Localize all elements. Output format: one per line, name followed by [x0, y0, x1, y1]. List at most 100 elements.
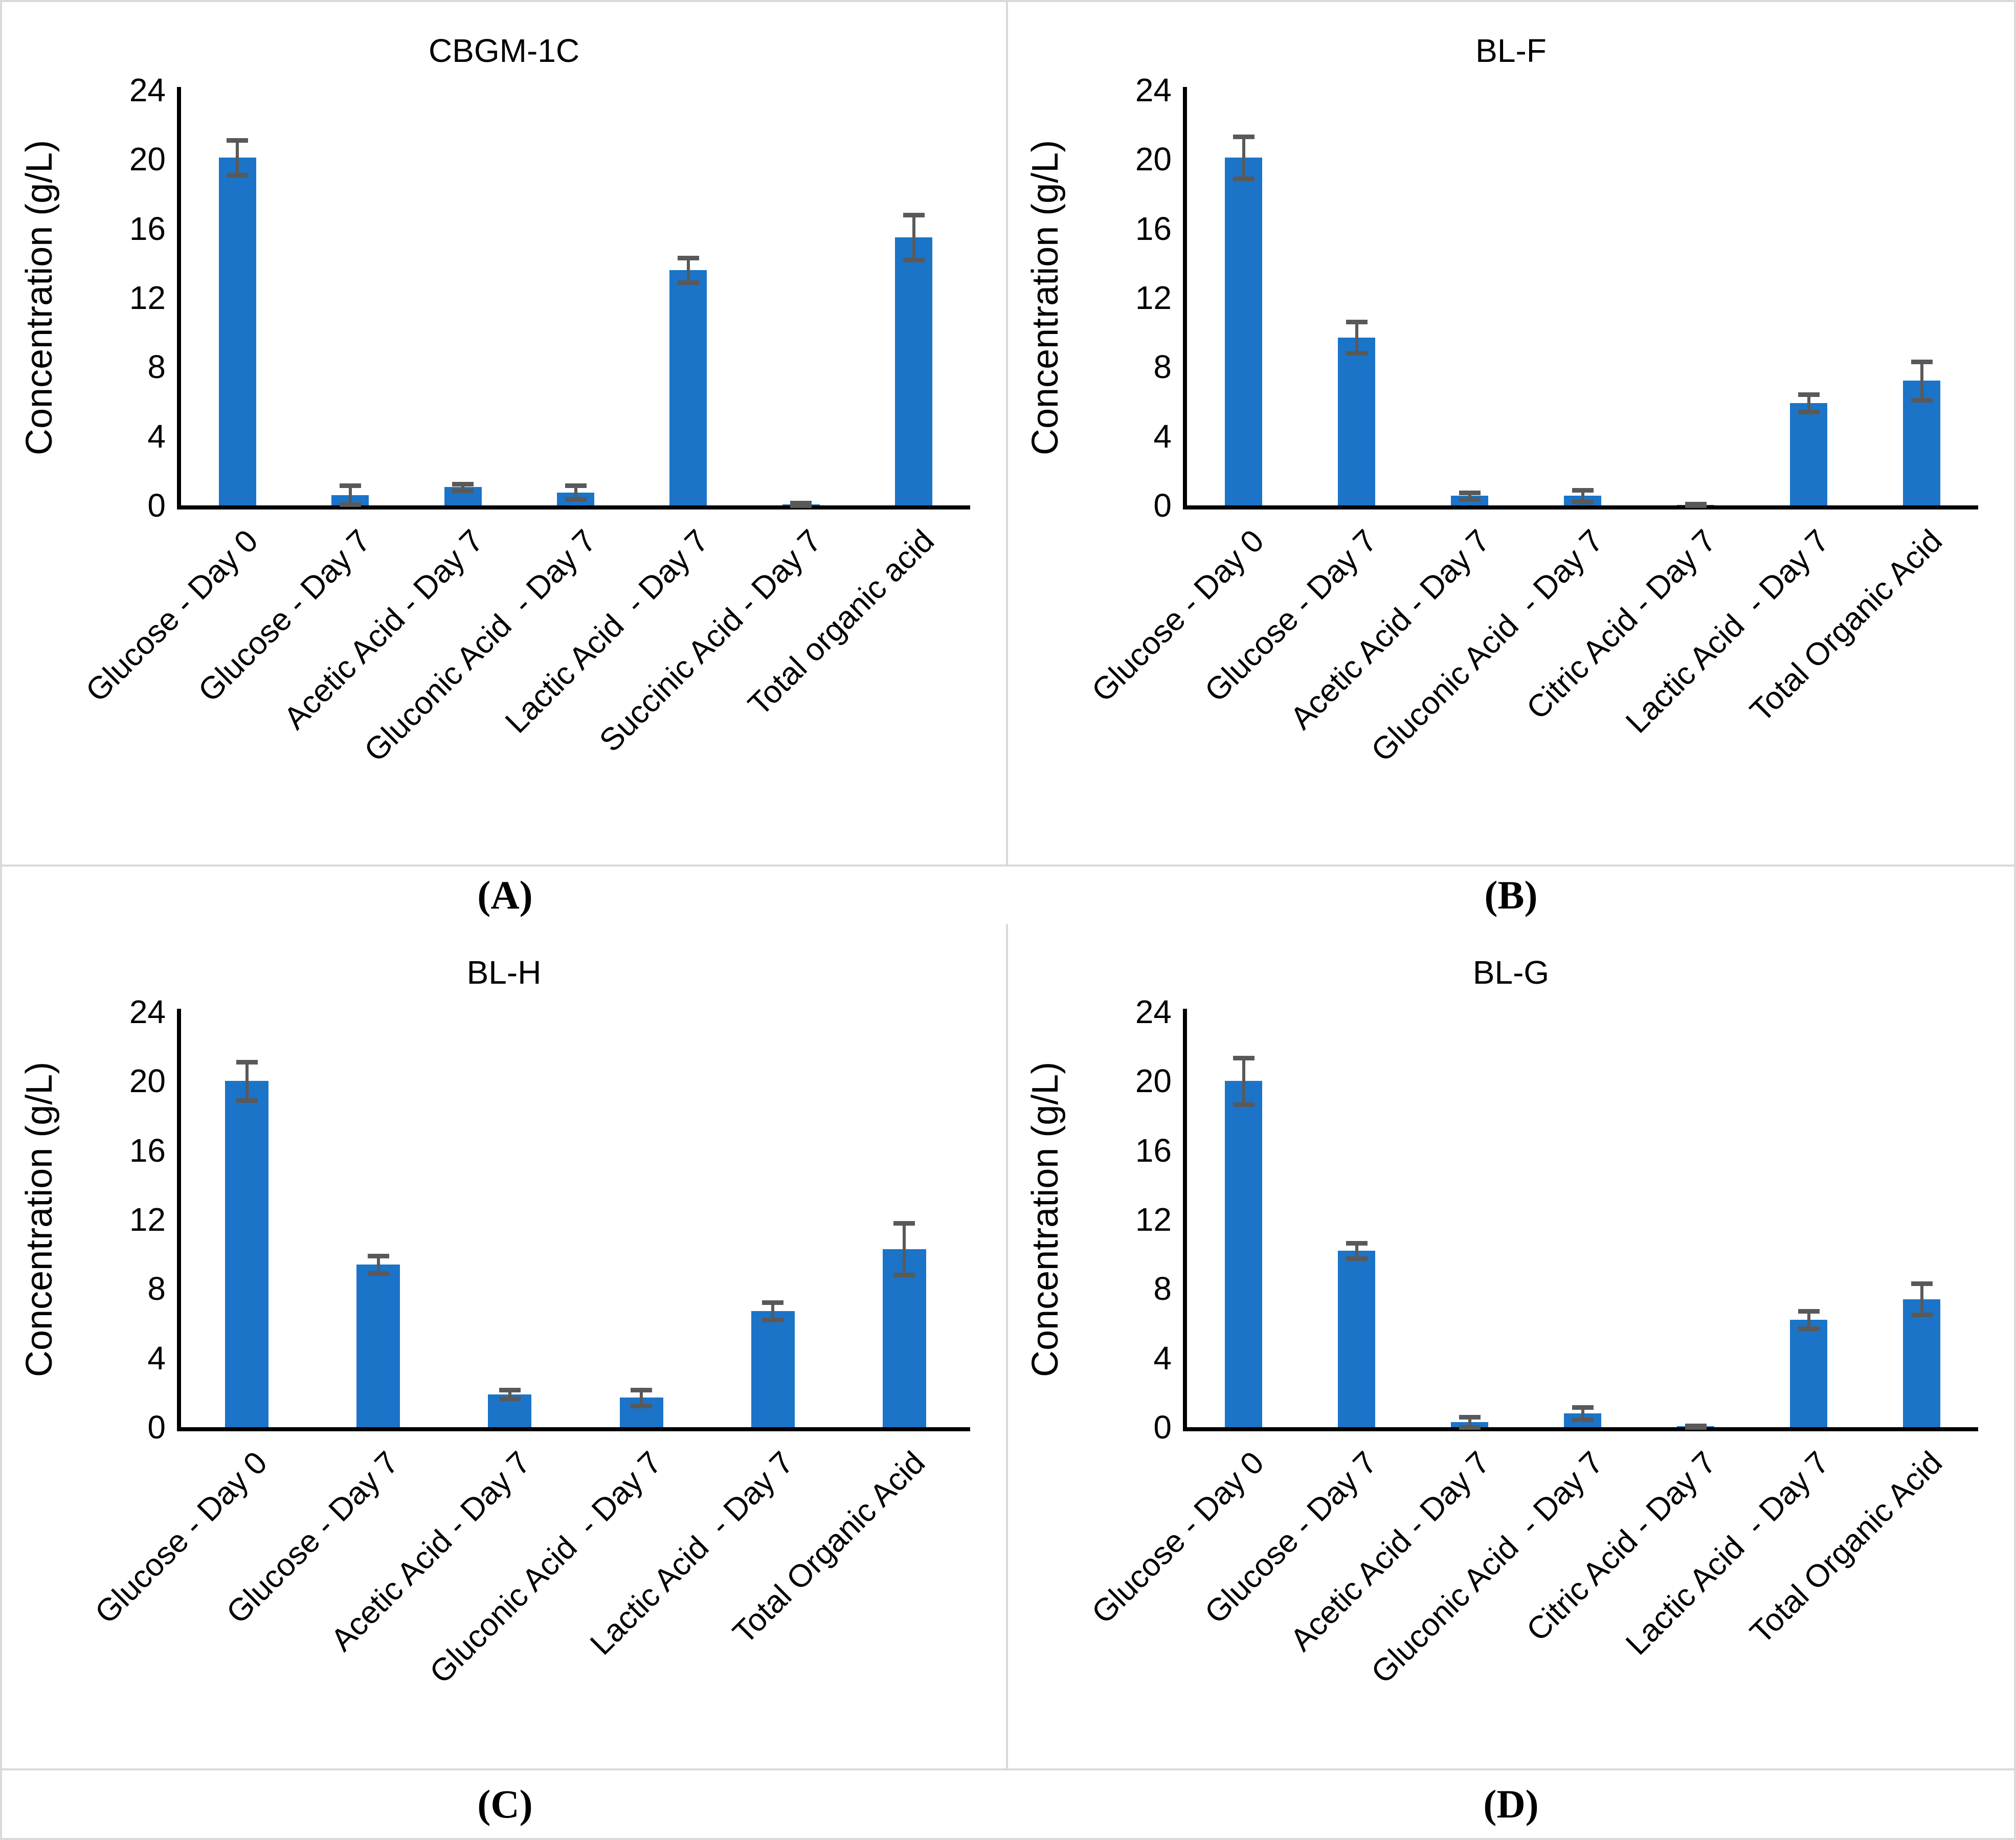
y-axis-title: Concentration (g/L)	[19, 140, 60, 455]
y-tick-label: 24	[1135, 993, 1172, 1030]
error-bar-cap-bottom	[1233, 1102, 1255, 1107]
y-tick-label: 4	[1153, 417, 1172, 455]
error-bar-cap-top	[790, 500, 812, 505]
error-bar-cap-top	[762, 1300, 784, 1305]
error-bar-cap-top	[903, 212, 925, 217]
error-bar-line	[903, 1223, 906, 1275]
y-tick-label: 0	[1153, 1409, 1172, 1446]
error-bar-line	[1807, 394, 1810, 412]
error-bar-cap-top	[1572, 487, 1594, 493]
error-bar-cap-bottom	[1346, 1256, 1368, 1261]
error-bar-line	[912, 214, 915, 260]
error-bar-line	[348, 485, 352, 505]
error-bar-cap-top	[893, 1221, 915, 1226]
y-tick-label: 20	[1135, 141, 1172, 178]
error-bar-line	[1242, 137, 1245, 179]
error-bar-cap-top	[1911, 1281, 1933, 1287]
error-bar-line	[236, 140, 239, 175]
chart-title: CBGM-1C	[428, 32, 580, 69]
chart-title: BL-F	[1475, 32, 1547, 69]
caption-row-bottom: (C) (D)	[2, 1770, 2014, 1838]
x-axis-label: Succinic Acid - Day 7	[593, 523, 828, 759]
y-tick-label: 20	[1135, 1062, 1172, 1100]
y-tick-label: 24	[129, 993, 166, 1030]
error-bar-line	[1355, 1243, 1358, 1259]
bar	[669, 270, 707, 505]
panel-c-bl-h: BL-H Concentration (g/L) 0 4 8 12 16 20 24 Gluc…	[2, 924, 1008, 1770]
bar	[356, 1264, 400, 1427]
error-bar-cap-bottom	[339, 502, 361, 507]
error-bar-cap-top	[631, 1388, 653, 1393]
bar	[1338, 1250, 1375, 1427]
caption-d: (D)	[1483, 1782, 1539, 1826]
y-tick-label: 12	[129, 1201, 166, 1238]
error-bar-cap-bottom	[1346, 351, 1368, 356]
error-bar-cap-top	[1911, 360, 1933, 365]
y-tick-label: 8	[1153, 1270, 1172, 1307]
error-bar-cap-top	[565, 483, 587, 489]
x-axis-label: Acetic Acid - Day 7	[1284, 1445, 1497, 1658]
error-bar-line	[1468, 1416, 1471, 1427]
bar	[751, 1311, 795, 1427]
error-bar-line	[461, 483, 465, 491]
error-bar-cap-bottom	[1572, 1417, 1594, 1422]
x-axis-label: Total Organic Acid	[1743, 1445, 1949, 1651]
error-bar-cap-top	[1798, 1309, 1820, 1314]
y-tick-label: 0	[147, 487, 166, 524]
error-bar-cap-top	[452, 481, 474, 486]
x-axis-label: Gluconic Acid - Day 7	[357, 523, 603, 769]
y-tick-label: 24	[1135, 72, 1172, 108]
error-bar-line	[1920, 362, 1923, 400]
y-axis-line	[177, 87, 181, 505]
caption-c: (C)	[477, 1782, 533, 1826]
x-axis-line	[1183, 1427, 1978, 1431]
y-axis-title: Concentration (g/L)	[1025, 1061, 1066, 1377]
y-axis-line	[177, 1009, 181, 1427]
panel-b-bl-f: BL-F Concentration (g/L) 0 4 8 12 16 20 24 Gluc…	[1008, 2, 2014, 867]
error-bar-cap-bottom	[903, 257, 925, 262]
error-bar-line	[245, 1062, 249, 1100]
x-axis-label: Lactic Acid - Day 7	[1619, 1445, 1836, 1662]
y-tick-label: 20	[129, 141, 166, 178]
panel-d-bl-g: BL-G Concentration (g/L) 0 4 8 12 16 20 24 Gluc…	[1008, 924, 2014, 1770]
error-bar-line	[1468, 492, 1471, 500]
error-bar-cap-bottom	[1911, 1313, 1933, 1318]
caption-b: (B)	[1484, 873, 1538, 917]
error-bar-cap-bottom	[367, 1271, 389, 1276]
y-tick-label: 4	[147, 1339, 166, 1377]
error-bar-cap-bottom	[1572, 500, 1594, 505]
x-axis-label: Gluconic Acid - Day 7	[1364, 1445, 1610, 1691]
y-tick-label: 0	[147, 1409, 166, 1446]
y-tick-label: 8	[1153, 348, 1172, 386]
error-bar-cap-bottom	[1798, 410, 1820, 415]
y-tick-label: 16	[1135, 210, 1172, 247]
y-axis-line	[1183, 87, 1187, 505]
bar	[225, 1081, 268, 1427]
error-bar-cap-top	[1346, 1240, 1368, 1246]
x-axis-label: Gluconic Acid - Day 7	[1364, 523, 1610, 769]
x-axis-label: Acetic Acid - Day 7	[1284, 523, 1497, 737]
error-bar-cap-bottom	[565, 497, 587, 502]
y-axis-line	[1183, 1009, 1187, 1427]
error-bar-cap-bottom	[790, 503, 812, 508]
x-axis-line	[177, 505, 970, 509]
chart-title: BL-H	[466, 954, 542, 991]
error-bar-line	[508, 1390, 511, 1399]
bar	[219, 157, 256, 505]
y-tick-label: 16	[129, 1132, 166, 1169]
bar	[883, 1249, 926, 1427]
error-bar-cap-top	[1572, 1405, 1594, 1410]
y-tick-label: 4	[147, 417, 166, 455]
bar	[1338, 337, 1375, 505]
y-tick-label: 16	[1135, 1132, 1172, 1169]
bar	[895, 237, 932, 505]
error-bar-cap-bottom	[1798, 1326, 1820, 1332]
error-bar-cap-bottom	[631, 1403, 653, 1408]
y-axis-title: Concentration (g/L)	[1025, 140, 1066, 455]
y-tick-label: 12	[129, 279, 166, 316]
error-bar-cap-top	[1459, 1414, 1481, 1420]
error-bar-cap-top	[367, 1254, 389, 1259]
bar	[1225, 1081, 1262, 1427]
error-bar-cap-top	[677, 256, 699, 261]
y-tick-label: 8	[147, 1270, 166, 1307]
